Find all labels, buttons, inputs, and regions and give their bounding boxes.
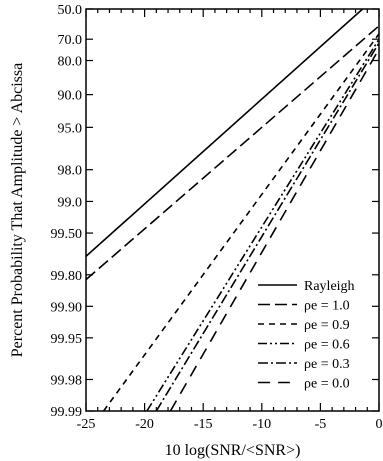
- y-tick-label: 90.0: [58, 89, 83, 104]
- legend-label-1: ρe = 1.0: [304, 299, 350, 314]
- series-line-2: [102, 33, 379, 411]
- y-tick-label: 99.50: [51, 227, 83, 242]
- legend-label-2: ρe = 0.9: [304, 318, 350, 333]
- ticks: 50.0 70.0 80.0 90.0 95.0 98.0 99.0 99.50 99.80 99…: [51, 3, 383, 432]
- y-tick-label: 99.90: [51, 300, 83, 315]
- x-tick-label: -25: [77, 417, 96, 432]
- legend-label-4: ρe = 0.3: [304, 357, 350, 372]
- y-tick-label: 70.0: [58, 33, 83, 48]
- series-line-5: [169, 48, 379, 411]
- legend: Rayleigh ρe = 1.0 ρe = 0.9 ρe = 0.6 ρe = 0.3…: [258, 279, 355, 392]
- y-tick-label: 99.99: [51, 405, 83, 420]
- y-tick-label: 99.98: [51, 373, 83, 388]
- x-tick-label: -15: [194, 417, 213, 432]
- y-tick-label: 99.80: [51, 269, 83, 284]
- y-tick-label: 50.0: [58, 3, 83, 18]
- legend-label-0: Rayleigh: [304, 279, 355, 294]
- legend-label-5: ρe = 0.0: [304, 377, 350, 392]
- y-tick-label: 80.0: [58, 55, 83, 70]
- y-axis-title-group: Percent Probability That Amplitude > Abc…: [9, 63, 26, 357]
- y-tick-label: 99.95: [51, 332, 83, 347]
- x-tick-label: -20: [135, 417, 154, 432]
- x-tick-label: -5: [315, 417, 327, 432]
- series-line-1: [86, 25, 379, 281]
- y-axis-title: Percent Probability That Amplitude > Abc…: [9, 63, 26, 357]
- x-tick-label: -10: [252, 417, 271, 432]
- x-tick-label: 0: [376, 417, 383, 432]
- series-line-3: [146, 38, 379, 411]
- y-tick-label: 98.0: [58, 164, 83, 179]
- plot-frame: [85, 8, 380, 412]
- series-line-0: [86, 9, 364, 257]
- x-axis-title: 10 log(SNR/<SNR>): [165, 442, 301, 459]
- y-tick-label: 99.0: [58, 195, 83, 210]
- series-line-4: [155, 42, 379, 411]
- y-tick-label: 95.0: [58, 121, 83, 136]
- series-lines: [86, 9, 379, 411]
- legend-label-3: ρe = 0.6: [304, 338, 350, 353]
